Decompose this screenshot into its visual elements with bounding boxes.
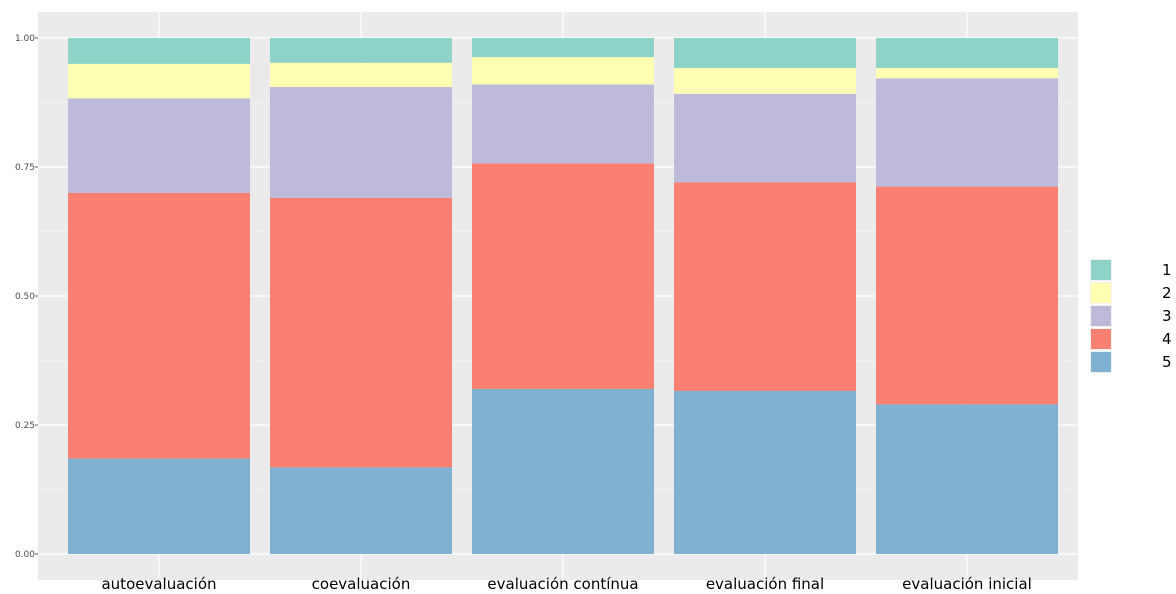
bar-segment	[876, 404, 1058, 554]
bar-segment	[876, 78, 1058, 187]
bar-segment	[472, 163, 654, 389]
legend: 1 2 3 4 5	[1090, 259, 1172, 373]
bar-segment	[674, 182, 856, 391]
bar-segment	[270, 467, 452, 554]
legend-label: 2	[1162, 284, 1172, 302]
bar-segment	[270, 38, 452, 63]
bar-segment	[68, 63, 250, 99]
x-tick-label: autoevaluación	[101, 575, 216, 593]
x-tick-label: evaluación contínua	[487, 575, 638, 593]
bar-segment	[472, 57, 654, 85]
bar-segment	[68, 192, 250, 459]
bar-segment	[876, 67, 1058, 79]
bar-segment	[472, 388, 654, 554]
bar-segment	[674, 390, 856, 554]
bar-segment	[270, 87, 452, 198]
legend-label: 1	[1162, 261, 1172, 279]
x-axis-ticks: autoevaluación coevaluación evaluación con…	[101, 575, 1031, 593]
bar-segment	[270, 197, 452, 468]
y-tick-label: 1.00	[15, 34, 35, 44]
x-tick-label: evaluación inicial	[902, 575, 1032, 593]
y-tick-label: 0.00	[15, 550, 35, 560]
bar-segment	[674, 38, 856, 68]
bars	[68, 38, 1058, 554]
y-tick-label: 0.75	[15, 163, 35, 173]
legend-label: 4	[1162, 330, 1172, 348]
y-axis-ticks: 0.00 0.25 0.50 0.75 1.00	[15, 34, 38, 560]
bar-segment	[68, 458, 250, 554]
bar-segment	[674, 93, 856, 183]
legend-swatch	[1091, 260, 1111, 280]
bar-segment	[674, 67, 856, 94]
legend-swatch	[1091, 352, 1111, 372]
legend-swatch	[1091, 283, 1111, 303]
legend-swatch	[1091, 306, 1111, 326]
legend-swatch	[1091, 329, 1111, 349]
bar-segment	[270, 62, 452, 88]
x-tick-label: evaluación final	[706, 575, 824, 593]
bar-segment	[68, 98, 250, 193]
y-tick-label: 0.25	[15, 421, 35, 431]
x-tick-label: coevaluación	[312, 575, 411, 593]
bar-segment	[876, 186, 1058, 405]
bar-segment	[472, 38, 654, 58]
legend-label: 3	[1162, 307, 1172, 325]
bar-segment	[876, 38, 1058, 68]
legend-label: 5	[1162, 353, 1172, 371]
bar-segment	[68, 38, 250, 64]
y-tick-label: 0.50	[15, 292, 35, 302]
bar-segment	[472, 84, 654, 164]
